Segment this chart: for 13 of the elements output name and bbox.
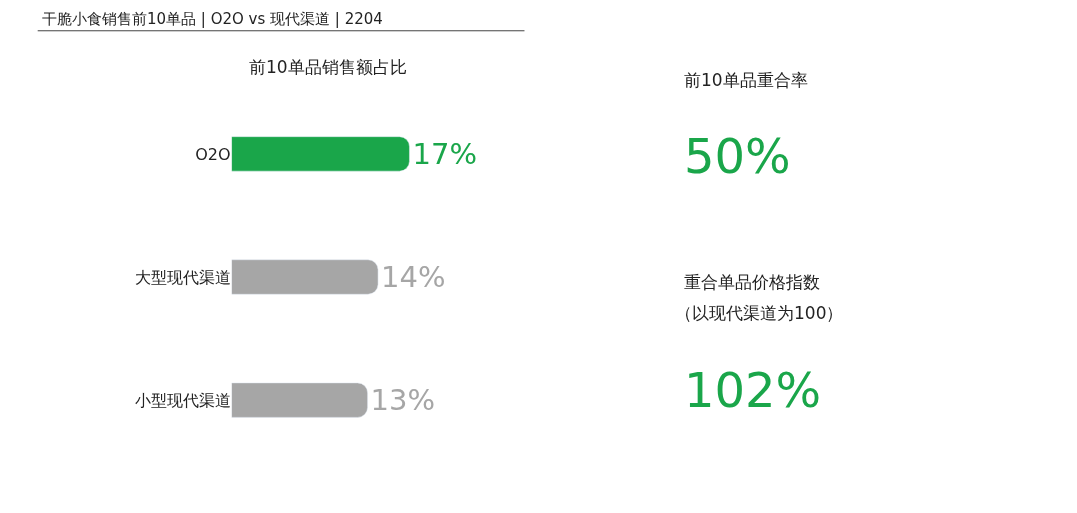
- data-label: 14%: [381, 260, 446, 294]
- data-label: 13%: [370, 383, 436, 418]
- text: 重合单品价格指数: [684, 272, 820, 292]
- y-tick-label: O2O: [195, 144, 231, 164]
- text: 50%: [684, 128, 791, 184]
- y-tick-label: 小型现代渠道: [134, 390, 231, 410]
- chart-subtitle: 前10单品销售额占比: [249, 57, 407, 77]
- chart-title: 干脆小食销售前10单品 | O2O vs 现代渠道 | 2204: [42, 10, 383, 28]
- text: （以现代渠道为100）: [675, 303, 844, 323]
- data-label: 17%: [412, 136, 477, 171]
- y-tick-label: 大型现代渠道: [134, 267, 231, 287]
- text: 前10单品重合率: [684, 70, 808, 90]
- text: 102%: [684, 362, 822, 418]
